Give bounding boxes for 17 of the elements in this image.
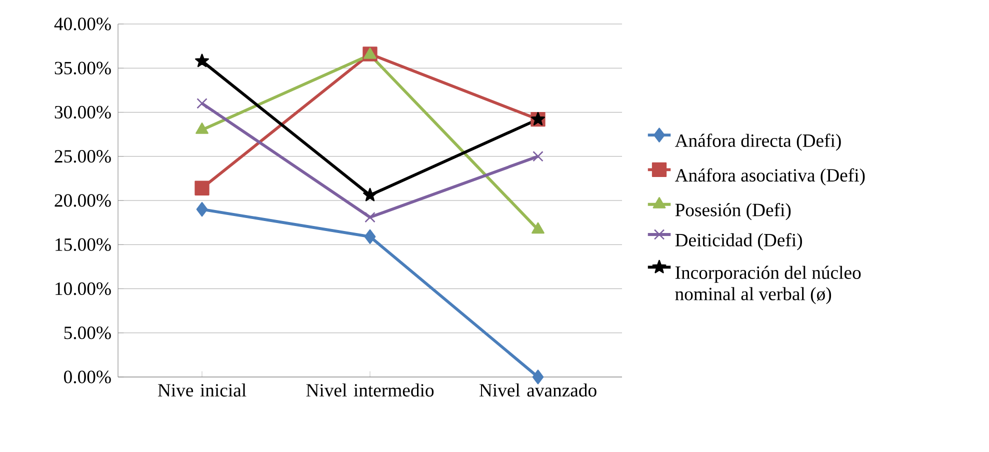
legend-label: Anáfora directa (Defi) <box>674 134 841 151</box>
legend-label: Posesión (Defi) <box>675 202 791 220</box>
legend-label: Incorporación del núcleo nominal al verbal (ø) <box>675 266 861 304</box>
legend-label: Deiticidad (Defi) <box>675 233 802 250</box>
y-tick-label: 5.00% <box>64 326 111 340</box>
y-tick-label: 40.00% <box>54 18 111 30</box>
x-tick-label: Nivel avanzado <box>479 383 596 397</box>
legend-label: Anáfora asociativa (Defi) <box>674 168 865 186</box>
y-tick-label: 35.00% <box>54 62 111 74</box>
y-tick-label: 10.00% <box>56 282 111 296</box>
y-tick-label: 25.00% <box>54 150 111 163</box>
x-tick-label: Nivel intermedio <box>306 383 434 397</box>
y-tick-label: 0.00% <box>64 370 111 384</box>
y-tick-label: 30.00% <box>54 106 111 119</box>
y-tick-label: 20.00% <box>54 194 111 207</box>
y-tick-label: 15.00% <box>56 238 111 251</box>
x-tick-label: Nive inicial <box>158 383 246 397</box>
